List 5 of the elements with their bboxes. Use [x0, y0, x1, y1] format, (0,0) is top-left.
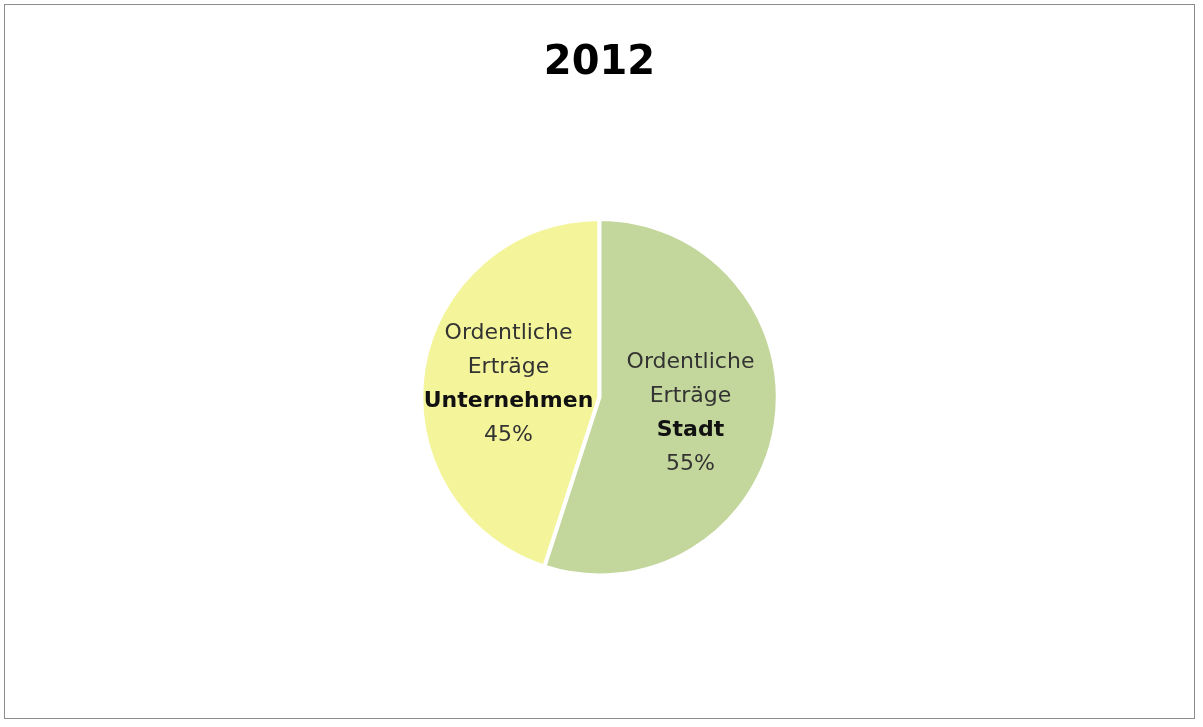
data-label: 55%: [666, 450, 715, 476]
slice-label: Ordentliche Erträge Unternehmen: [423, 319, 594, 413]
data-label: 45%: [484, 421, 533, 447]
chart-title: 2012: [543, 37, 656, 83]
slice-label: Ordentliche Erträge Stadt: [626, 348, 755, 442]
